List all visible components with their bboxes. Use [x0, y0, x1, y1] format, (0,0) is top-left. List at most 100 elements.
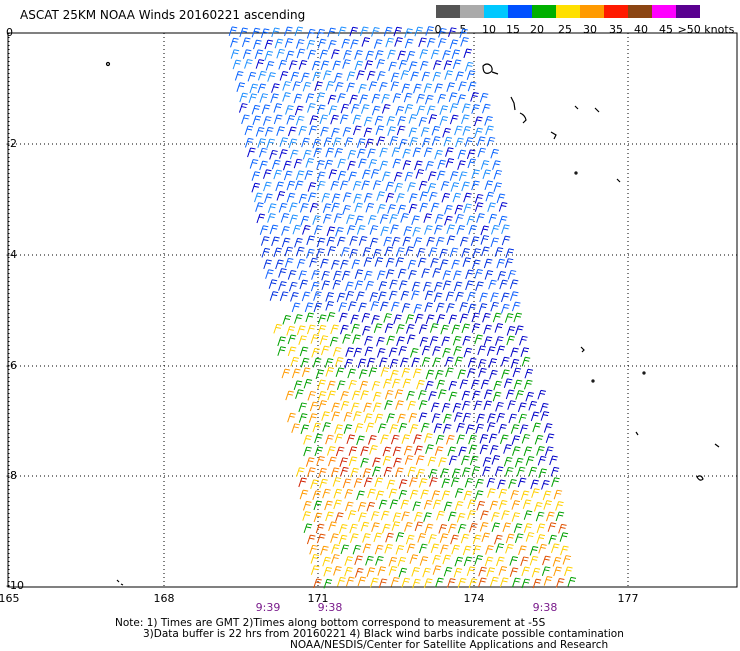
wind-barb: [480, 235, 490, 245]
wind-barb: [491, 455, 501, 465]
wind-barb: [279, 137, 289, 147]
wind-barb: [361, 37, 371, 47]
wind-barb: [376, 191, 385, 201]
wind-barb: [340, 390, 349, 401]
wind-barb: [533, 501, 543, 512]
wind-barb: [305, 457, 315, 467]
wind-barb: [409, 424, 419, 434]
wind-barb: [239, 92, 248, 103]
wind-barb: [358, 158, 367, 169]
wind-barb: [439, 105, 449, 115]
wind-barb: [318, 467, 327, 478]
wind-barb: [509, 567, 519, 577]
wind-barb: [327, 456, 337, 467]
islands: [105, 61, 720, 586]
wind-barb: [414, 160, 423, 171]
wind-barb: [344, 556, 353, 566]
wind-barb: [251, 182, 261, 193]
wind-barb: [446, 303, 455, 313]
wind-barb: [542, 490, 552, 501]
wind-barb: [395, 105, 404, 116]
wind-barb: [484, 270, 494, 280]
wind-barb: [461, 323, 471, 334]
wind-barb: [247, 147, 256, 158]
wind-barb: [357, 501, 367, 512]
graticule: [8, 32, 737, 588]
wind-barb: [455, 213, 464, 224]
wind-barb: [310, 281, 320, 292]
wind-barb: [472, 534, 482, 545]
wind-barb: [358, 302, 367, 313]
wind-barb: [466, 149, 476, 160]
wind-barb: [366, 70, 376, 81]
wind-barb: [408, 412, 418, 423]
wind-barb: [268, 279, 278, 289]
wind-barb: [271, 236, 280, 247]
wind-barb: [364, 335, 373, 346]
wind-barb: [375, 125, 385, 136]
notes: Note: 1) Times are GMT 2)Times along bot…: [0, 618, 624, 651]
wind-barb: [352, 334, 361, 344]
wind-barb: [309, 202, 319, 213]
wind-barb: [461, 400, 471, 411]
wind-barb: [307, 192, 317, 203]
wind-barb: [343, 411, 353, 422]
wind-barb: [453, 412, 463, 422]
wind-barb: [474, 127, 483, 138]
wind-barb: [417, 390, 427, 400]
wind-barb: [445, 367, 454, 378]
wind-barb: [363, 402, 372, 413]
wind-barb: [372, 248, 382, 259]
wind-barb: [510, 347, 519, 358]
wind-barb: [434, 446, 444, 456]
wind-barb: [349, 523, 358, 534]
wind-barb: [322, 422, 331, 432]
wind-barb: [431, 490, 441, 500]
wind-barb: [461, 247, 470, 258]
wind-barb: [394, 467, 404, 478]
map-title: ASCAT 25KM NOAA Winds 20160221 ascending: [20, 8, 306, 22]
wind-barb: [346, 225, 356, 235]
wind-barb: [293, 380, 303, 391]
wind-barb: [295, 246, 305, 257]
wind-barb: [331, 127, 340, 138]
wind-barb: [521, 356, 531, 367]
wind-barb: [543, 576, 553, 586]
wind-barb: [549, 455, 558, 466]
wind-barb: [538, 468, 547, 479]
wind-barb: [299, 279, 309, 290]
wind-barb: [264, 39, 274, 50]
wind-barb: [365, 422, 375, 433]
wind-barb: [390, 369, 399, 380]
wind-barb: [413, 434, 422, 444]
wind-barb: [461, 181, 470, 192]
wind-barb: [413, 83, 422, 94]
wind-barb: [457, 94, 466, 104]
wind-barb: [440, 180, 450, 191]
wind-barb: [418, 324, 428, 334]
wind-barb: [519, 335, 528, 346]
wind-barb: [338, 523, 348, 534]
wind-barb: [392, 158, 402, 169]
wind-barb: [407, 182, 416, 192]
wind-barb: [379, 301, 389, 312]
wind-barb: [325, 301, 334, 311]
wind-barb: [356, 291, 365, 302]
wind-barb: [500, 292, 510, 303]
wind-barb: [289, 149, 299, 160]
wind-barb: [339, 457, 348, 467]
wind-barb: [501, 510, 510, 520]
wind-barb: [463, 490, 473, 501]
wind-barb: [539, 402, 549, 413]
wind-barb: [428, 391, 437, 401]
wind-barb: [442, 280, 452, 291]
wind-barb: [331, 202, 340, 213]
wind-barb: [322, 556, 331, 567]
wind-barb: [285, 105, 294, 115]
wind-barb: [342, 204, 351, 215]
wind-barb: [493, 169, 503, 180]
wind-barb: [520, 347, 530, 357]
wind-barb: [450, 182, 460, 192]
wind-barb: [312, 422, 322, 433]
wind-barb: [475, 478, 484, 489]
